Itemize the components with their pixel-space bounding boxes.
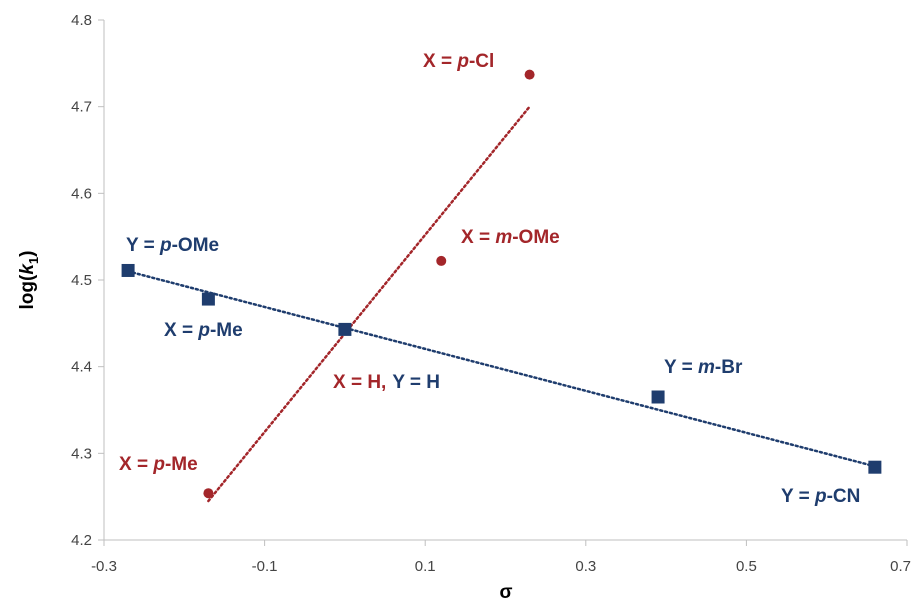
x-tick-label: 0.5 (736, 558, 757, 575)
point-label-prefix: Y = (126, 235, 160, 256)
point-label-prefix: X = (423, 51, 457, 72)
point-label-italic: p (456, 51, 469, 72)
point-label-suffix: -Br (715, 357, 743, 378)
marker-y-point (121, 263, 135, 277)
y-tick-label: 4.5 (71, 272, 92, 289)
point-label-prefix: X = (164, 320, 198, 341)
x-axis-title: σ (500, 582, 513, 603)
marker-y-point (201, 292, 215, 306)
y-axis-title-k: k (17, 263, 38, 275)
point-label-italic: p (159, 235, 172, 256)
center-label-x: X = H, (333, 372, 386, 393)
y-axis-title-sub: 1 (26, 257, 41, 264)
x-tick-labels: -0.3 -0.1 0.1 0.3 0.5 0.7 (91, 540, 911, 575)
point-label: Y = p-CN (781, 486, 860, 507)
x-tick-label: -0.3 (91, 558, 117, 575)
y-axis-title-log: log( (17, 274, 38, 309)
y-tick-label: 4.3 (71, 445, 92, 462)
point-label-suffix: -Me (210, 320, 243, 341)
marker-y-point (868, 460, 882, 474)
point-label-italic: m (495, 227, 512, 248)
point-label: Y = m-Br (664, 357, 743, 378)
y-tick-label: 4.8 (71, 12, 92, 29)
x-tick-label: 0.7 (890, 558, 911, 575)
data-markers (121, 69, 882, 499)
point-label-suffix: -OMe (512, 227, 560, 248)
center-label-y: Y = H (392, 372, 440, 393)
point-label-prefix: Y = (664, 357, 698, 378)
y-axis-title: log(k1) (17, 251, 41, 310)
y-tick-label: 4.7 (71, 99, 92, 116)
point-label-italic: m (698, 357, 715, 378)
point-label-prefix: X = (461, 227, 495, 248)
point-label-prefix: X = (119, 454, 153, 475)
y-tick-label: 4.4 (71, 359, 92, 376)
center-point-label: X = H, Y = H (333, 372, 440, 393)
point-label-prefix: Y = (781, 486, 815, 507)
point-label-suffix: -Me (165, 454, 198, 475)
marker-x-point (524, 69, 535, 80)
y-axis-title-close: ) (17, 251, 38, 257)
x-tick-label: -0.1 (252, 558, 278, 575)
marker-x-point (436, 255, 447, 266)
point-label: X = p-Me (119, 454, 198, 475)
point-label-italic: p (197, 320, 210, 341)
point-label-italic: p (814, 486, 827, 507)
marker-y-point (651, 390, 665, 404)
point-label: X = p-Me (164, 320, 243, 341)
trendline-x (207, 105, 531, 503)
point-label: Y = p-OMe (126, 235, 219, 256)
trendline-y (126, 270, 877, 468)
x-tick-label: 0.1 (415, 558, 436, 575)
point-label: X = p-Cl (423, 51, 494, 72)
axes (103, 20, 907, 541)
point-label: X = m-OMe (461, 227, 560, 248)
point-label-suffix: -Cl (469, 51, 494, 72)
trendlines (126, 105, 877, 503)
point-label-suffix: -CN (827, 486, 861, 507)
y-tick-label: 4.6 (71, 185, 92, 202)
y-tick-labels: 4.2 4.3 4.4 4.5 4.6 4.7 4.8 (71, 12, 104, 549)
y-tick-label: 4.2 (71, 532, 92, 549)
point-label-suffix: -OMe (172, 235, 220, 256)
x-tick-label: 0.3 (575, 558, 596, 575)
point-label-italic: p (152, 454, 165, 475)
marker-y-point (338, 322, 352, 336)
marker-x-point (203, 488, 214, 499)
